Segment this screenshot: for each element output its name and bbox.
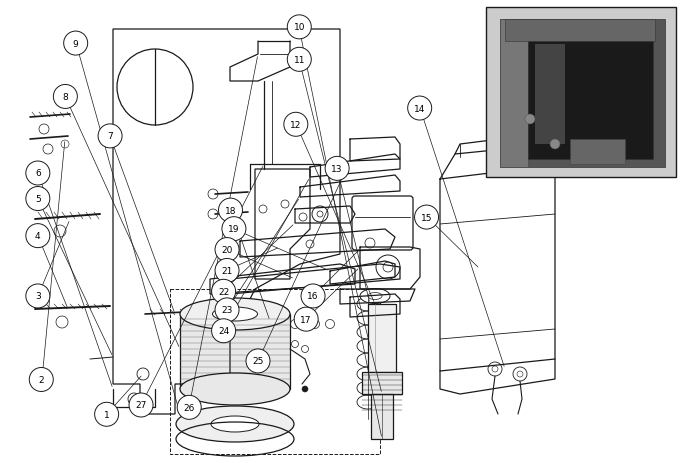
Circle shape: [294, 307, 318, 332]
Ellipse shape: [180, 373, 290, 405]
Circle shape: [212, 280, 235, 304]
Circle shape: [525, 115, 535, 125]
Text: 27: 27: [136, 400, 147, 410]
Circle shape: [215, 298, 239, 322]
Bar: [170, 289, 380, 454]
Circle shape: [284, 113, 308, 137]
Circle shape: [246, 349, 270, 373]
Text: 20: 20: [222, 245, 233, 255]
Circle shape: [26, 224, 50, 248]
Circle shape: [64, 32, 87, 56]
Bar: [368, 304, 396, 372]
Text: 17: 17: [301, 315, 312, 324]
Circle shape: [98, 125, 122, 149]
Text: 5: 5: [35, 194, 41, 204]
Text: 21: 21: [222, 266, 233, 275]
Text: 14: 14: [414, 104, 425, 113]
Circle shape: [26, 187, 50, 211]
Text: 1: 1: [104, 410, 109, 419]
Circle shape: [178, 395, 201, 419]
Text: 18: 18: [225, 206, 236, 215]
Text: 24: 24: [218, 326, 229, 336]
Bar: [570, 140, 625, 165]
Text: 16: 16: [308, 292, 319, 301]
Bar: [535, 45, 565, 144]
Circle shape: [215, 238, 239, 262]
Text: 9: 9: [73, 39, 78, 49]
Text: 26: 26: [184, 403, 195, 412]
Ellipse shape: [180, 298, 290, 330]
Circle shape: [26, 284, 50, 308]
Bar: [528, 30, 653, 160]
Circle shape: [54, 85, 77, 109]
Circle shape: [408, 97, 431, 121]
Text: 4: 4: [35, 232, 41, 241]
Circle shape: [288, 48, 311, 72]
Circle shape: [30, 368, 53, 392]
Circle shape: [219, 199, 242, 223]
Circle shape: [325, 157, 349, 181]
Text: 19: 19: [228, 225, 239, 234]
Text: 22: 22: [218, 287, 229, 296]
Circle shape: [302, 386, 308, 392]
Ellipse shape: [360, 289, 390, 304]
Bar: [371, 394, 393, 439]
Bar: [505, 20, 655, 42]
Bar: [362, 372, 402, 394]
Ellipse shape: [211, 416, 259, 432]
Circle shape: [222, 217, 246, 241]
Text: 7: 7: [107, 132, 113, 141]
Circle shape: [129, 393, 153, 417]
Circle shape: [26, 162, 50, 186]
Bar: [486, 8, 676, 178]
Circle shape: [212, 319, 235, 343]
Circle shape: [550, 140, 560, 150]
Text: 10: 10: [294, 23, 305, 32]
Ellipse shape: [176, 406, 294, 442]
Text: 6: 6: [35, 169, 41, 178]
Ellipse shape: [213, 307, 257, 321]
Circle shape: [301, 284, 325, 308]
Circle shape: [95, 402, 118, 426]
Circle shape: [215, 259, 239, 283]
Bar: [180, 314, 290, 389]
Text: 23: 23: [222, 306, 233, 315]
Text: 13: 13: [332, 164, 343, 174]
Bar: [500, 20, 665, 168]
Text: 8: 8: [63, 93, 68, 102]
Text: 12: 12: [290, 120, 301, 130]
Circle shape: [288, 16, 311, 40]
Text: 2: 2: [39, 375, 44, 384]
Bar: [500, 20, 528, 168]
Text: 11: 11: [294, 56, 305, 65]
Circle shape: [415, 206, 438, 230]
Text: 15: 15: [421, 213, 432, 222]
Text: 3: 3: [35, 292, 41, 301]
Text: 25: 25: [252, 357, 264, 366]
